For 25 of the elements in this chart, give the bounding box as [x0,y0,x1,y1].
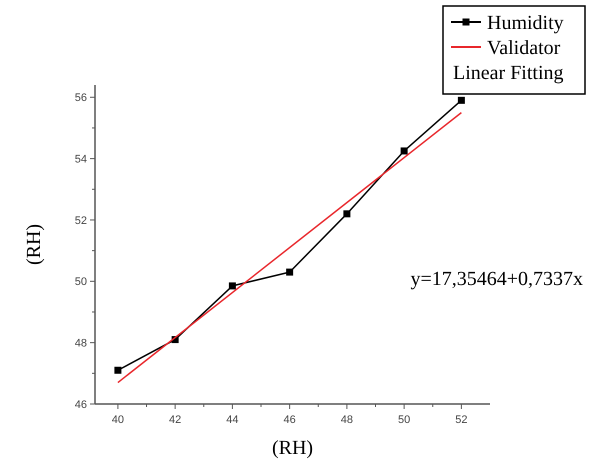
y-tick-label: 50 [74,276,87,288]
x-tick-label: 48 [340,414,354,426]
x-tick-label: 42 [169,414,182,426]
x-tick-label: 44 [226,414,239,426]
y-tick-label: 52 [74,214,87,227]
y-tick-label: 46 [74,398,87,411]
legend-label: Humidity [487,12,564,34]
x-axis-title: (RH) [272,437,314,459]
y-tick-label: 56 [74,92,87,104]
x-tick-label: 46 [284,414,296,426]
legend-title: Linear Fitting [453,62,564,84]
point [286,268,294,276]
legend-label: Validator [487,37,561,59]
point [458,96,465,104]
x-tick-label: 50 [398,414,410,426]
point [114,366,122,374]
annotation: y=17,35464+0,7337x [410,268,583,290]
point [400,147,408,154]
y-tick-label: 48 [74,338,87,350]
point [228,282,236,290]
x-tick-label: 52 [455,414,468,426]
point [343,210,350,218]
x-tick-label: 40 [112,414,124,426]
y-axis-title: (RH) [23,224,45,266]
y-tick-label: 54 [74,153,87,166]
